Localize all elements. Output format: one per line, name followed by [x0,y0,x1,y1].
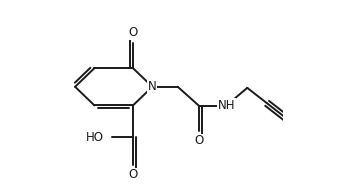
Text: O: O [129,26,138,40]
Text: NH: NH [218,99,235,112]
Text: O: O [129,168,138,181]
Text: O: O [194,134,203,147]
Text: N: N [148,80,157,93]
Text: HO: HO [86,131,104,144]
